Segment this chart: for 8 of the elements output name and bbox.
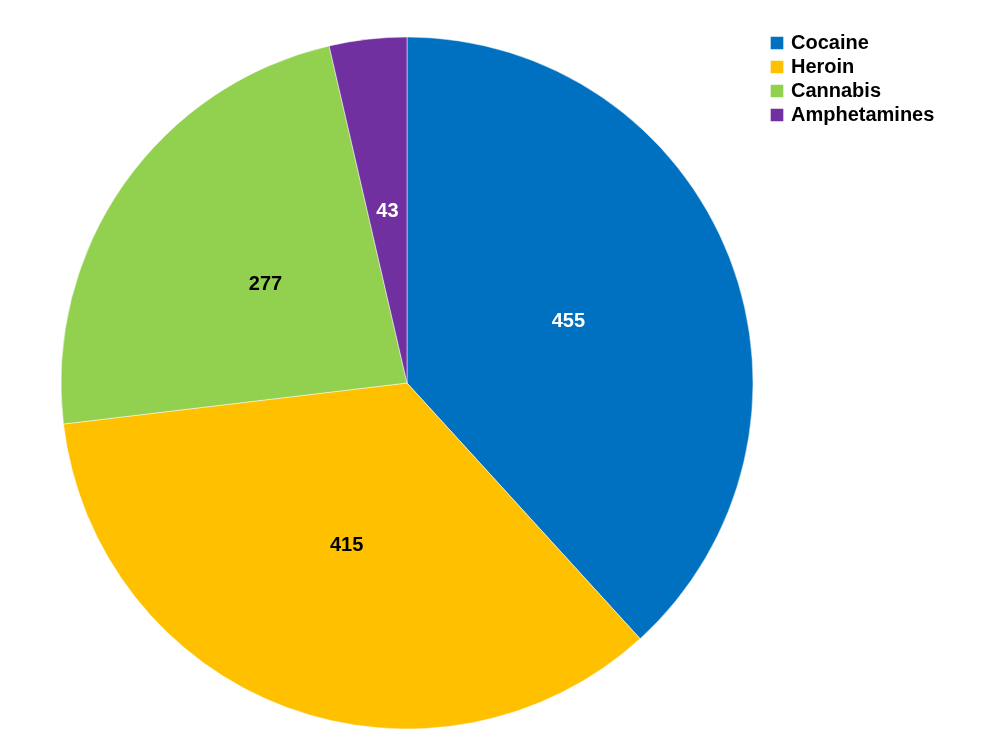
legend-label: Amphetamines bbox=[791, 103, 935, 125]
data-label: 415 bbox=[329, 533, 364, 556]
legend-label: Cannabis bbox=[791, 79, 882, 101]
data-label: 43 bbox=[376, 199, 399, 222]
legend-label: Cocaine bbox=[791, 31, 869, 53]
data-label: 277 bbox=[248, 271, 283, 294]
data-label: 455 bbox=[551, 308, 586, 331]
legend-label: Heroin bbox=[791, 55, 855, 77]
